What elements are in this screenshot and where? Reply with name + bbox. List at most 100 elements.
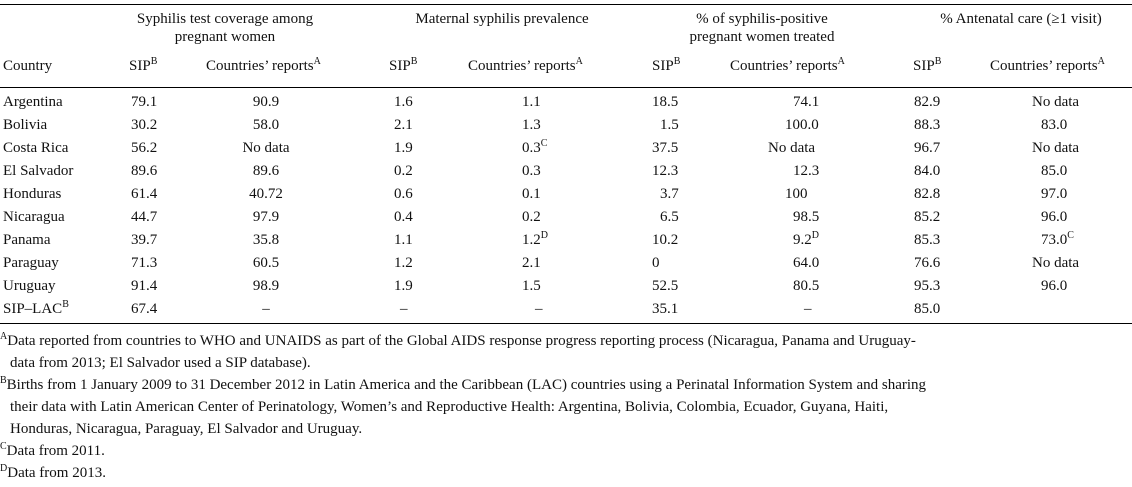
cell-sup: C <box>1067 230 1074 241</box>
country-label: El Salvador <box>3 163 74 179</box>
cell-value: 98.5 <box>793 209 820 225</box>
cell-value: 37.5 <box>652 140 679 156</box>
cell-prevalence-reports: 0.2 <box>522 206 541 229</box>
table-row: SIP–LACB 67.4 – – – 35.1 – 85.0 <box>0 298 1132 321</box>
cell-coverage-sip: 30.2 <box>131 114 157 137</box>
header-reports-sup: A <box>313 56 321 67</box>
cell-value: No data <box>1032 140 1080 156</box>
cell-value: 85.2 <box>914 209 941 225</box>
header-reports-label: Countries’ reports <box>730 58 838 74</box>
cell-value: 40.72 <box>249 186 283 202</box>
header-sip-label: SIP <box>652 58 674 74</box>
cell-treated-reports: 9.2D <box>793 229 819 252</box>
header-rule <box>0 87 1132 88</box>
table-body: Argentina 79.1 90.9 1.6 1.1 18.5 74.1 82… <box>0 91 1132 321</box>
cell-anc-reports: No data <box>1032 137 1079 160</box>
header-reports-sup: A <box>575 56 583 67</box>
cell-value: 95.3 <box>914 278 941 294</box>
footnote-line: data from 2013; El Salvador used a SIP d… <box>10 355 311 371</box>
cell-anc-reports: No data <box>1032 252 1079 275</box>
footnote-c: CData from 2011. <box>0 440 1128 462</box>
cell-prevalence-sip: 1.1 <box>394 229 413 252</box>
cell-treated-reports: No data <box>768 137 815 160</box>
cell-prevalence-reports: 1.5 <box>522 275 541 298</box>
footnote-mark: A <box>0 331 8 342</box>
header-sip: SIPB <box>389 56 417 76</box>
header-sip-sup: B <box>410 56 418 67</box>
footnote-mark: C <box>0 441 7 452</box>
table-row: Paraguay 71.3 60.5 1.2 2.1 0 64.0 76.6 N… <box>0 252 1132 275</box>
cell-value: 82.8 <box>914 186 941 202</box>
cell-treated-reports: 98.5 <box>793 206 819 229</box>
cell-prevalence-reports: – <box>535 298 543 321</box>
cell-treated-reports: 12.3 <box>793 160 819 183</box>
header-treated: % of syphilis-positive pregnant women tr… <box>652 10 872 46</box>
bottom-rule <box>0 323 1132 324</box>
cell-anc-reports: 96.0 <box>1041 206 1067 229</box>
header-sip-sup: B <box>934 56 942 67</box>
header-sip-label: SIP <box>913 58 935 74</box>
cell-treated-sip: 18.5 <box>652 91 678 114</box>
cell-value: 2.1 <box>394 117 413 133</box>
cell-value: 85.0 <box>1041 163 1068 179</box>
footnotes: AData reported from countries to WHO and… <box>0 330 1128 484</box>
table-row: Honduras 61.4 40.72 0.6 0.1 3.7 100 82.8… <box>0 183 1132 206</box>
cell-value: 61.4 <box>131 186 158 202</box>
cell-value: 85.0 <box>914 301 941 317</box>
table-row: Uruguay 91.4 98.9 1.9 1.5 52.5 80.5 95.3… <box>0 275 1132 298</box>
cell-treated-sip: 1.5 <box>660 114 679 137</box>
cell-prevalence-reports: 2.1 <box>522 252 541 275</box>
cell-prevalence-sip: 1.6 <box>394 91 413 114</box>
cell-coverage-sip: 79.1 <box>131 91 157 114</box>
cell-coverage-reports: No data <box>216 137 316 160</box>
header-country: Country <box>3 58 53 74</box>
cell-value: 84.0 <box>914 163 941 179</box>
cell-value: 1.5 <box>522 278 541 294</box>
cell-value: 9.2 <box>793 232 812 248</box>
row-country: Uruguay <box>3 275 56 298</box>
cell-prevalence-sip: 0.2 <box>394 160 413 183</box>
cell-value: 1.9 <box>394 278 413 294</box>
cell-value: No data <box>242 140 290 156</box>
cell-value: 0 <box>652 255 660 271</box>
cell-value: 12.3 <box>793 163 820 179</box>
row-country: Argentina <box>3 91 63 114</box>
header-coverage-line1: Syphilis test coverage among <box>136 11 314 27</box>
cell-coverage-sip: 91.4 <box>131 275 157 298</box>
cell-coverage-reports: 35.8 <box>216 229 316 252</box>
header-coverage: Syphilis test coverage among pregnant wo… <box>120 10 330 46</box>
cell-coverage-reports: 58.0 <box>216 114 316 137</box>
cell-prevalence-reports: 0.3C <box>522 137 547 160</box>
row-country: Paraguay <box>3 252 59 275</box>
header-sip: SIPB <box>129 56 157 76</box>
cell-anc-reports: 73.0C <box>1041 229 1074 252</box>
header-reports-label: Countries’ reports <box>206 58 314 74</box>
country-label: Argentina <box>3 94 63 110</box>
footnote-line: Births from 1 January 2009 to 31 Decembe… <box>6 377 927 393</box>
cell-treated-sip: 3.7 <box>660 183 679 206</box>
table-row: Panama 39.7 35.8 1.1 1.2D 10.2 9.2D 85.3… <box>0 229 1132 252</box>
cell-prevalence-sip: 0.4 <box>394 206 413 229</box>
cell-treated-reports: 74.1 <box>793 91 819 114</box>
header-reports-label: Countries’ reports <box>468 58 576 74</box>
row-country: El Salvador <box>3 160 73 183</box>
cell-value: 0.2 <box>522 209 541 225</box>
cell-coverage-reports: 40.72 <box>216 183 316 206</box>
cell-value: 83.0 <box>1041 117 1068 133</box>
cell-value: 1.9 <box>394 140 413 156</box>
cell-treated-sip: 12.3 <box>652 160 678 183</box>
header-sip-sup: B <box>673 56 681 67</box>
cell-value: 96.7 <box>914 140 941 156</box>
header-prevalence: Maternal syphilis prevalence <box>382 10 622 28</box>
cell-value: 0.6 <box>394 186 413 202</box>
country-sup: B <box>62 299 69 310</box>
cell-value: 60.5 <box>252 255 280 271</box>
cell-coverage-reports: 90.9 <box>216 91 316 114</box>
cell-value: 98.9 <box>252 278 280 294</box>
row-country: Honduras <box>3 183 61 206</box>
cell-value: 96.0 <box>1041 209 1068 225</box>
cell-value: 10.2 <box>652 232 679 248</box>
row-country: SIP–LACB <box>3 298 69 321</box>
cell-value: 79.1 <box>131 94 158 110</box>
country-label: SIP–LAC <box>3 301 63 317</box>
